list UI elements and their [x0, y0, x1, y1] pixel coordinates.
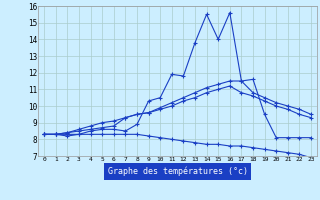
- X-axis label: Graphe des températures (°c): Graphe des températures (°c): [108, 167, 248, 176]
